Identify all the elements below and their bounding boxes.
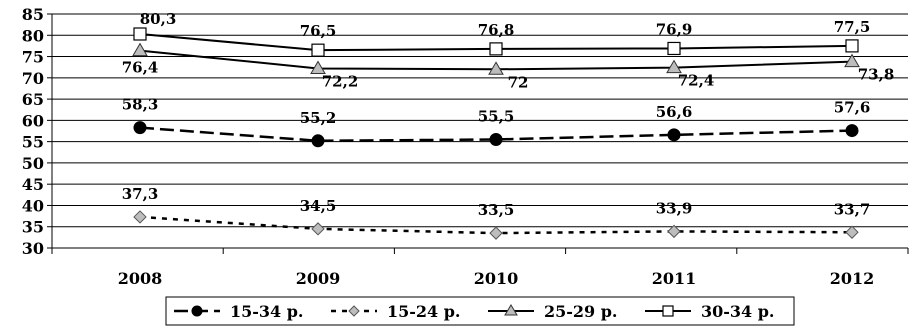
y-tick-label-55: 55: [22, 133, 44, 152]
data-label-30-34-2008: 80,3: [140, 10, 177, 28]
data-point-15-34-2008: [133, 121, 147, 135]
data-label-15-24-2009: 34,5: [300, 197, 337, 215]
y-tick-label-35: 35: [22, 218, 44, 237]
y-tick-label-65: 65: [22, 90, 44, 109]
data-labels-layer: 58,3 55,2 55,5 56,6 57,6 37,3 34,5 33,5 33,9 33,7…: [122, 10, 895, 219]
x-tick-label-2011: 2011: [652, 269, 697, 288]
data-point-25-29-2010: [488, 61, 504, 75]
x-tick-label-2010: 2010: [474, 269, 519, 288]
y-tick-label-50: 50: [22, 154, 44, 173]
data-point-30-34-2009: [311, 43, 325, 57]
data-point-15-24-2010: [489, 226, 503, 240]
y-tick-label-30: 30: [22, 239, 44, 258]
data-label-15-34-2009: 55,2: [300, 109, 337, 127]
legend: 15-34 р. 15-24 р. 25-29 р. 30-34 р.: [165, 296, 795, 326]
data-point-30-34-2012: [845, 39, 859, 53]
legend-label-25-29: 25-29 р.: [544, 302, 618, 321]
y-tick-label-40: 40: [22, 196, 44, 215]
data-point-25-29-2009: [310, 60, 326, 74]
series-line-15-34: [139, 126, 853, 143]
data-point-15-24-2012: [845, 225, 859, 239]
data-point-25-29-2011: [666, 59, 682, 74]
legend-label-15-24: 15-24 р.: [387, 302, 461, 321]
data-label-30-34-2012: 77,5: [834, 18, 871, 36]
grid-lines: [52, 13, 908, 249]
data-label-15-34-2011: 56,6: [656, 103, 693, 121]
data-label-30-34-2011: 76,9: [656, 20, 693, 38]
data-label-15-34-2012: 57,6: [834, 99, 871, 117]
data-label-25-29-2009: 72,2: [322, 72, 359, 90]
data-point-15-34-2011: [667, 128, 681, 142]
legend-marker-15-24: [348, 305, 360, 317]
data-point-15-24-2008: [133, 210, 147, 224]
data-label-15-24-2012: 33,7: [834, 200, 871, 218]
data-label-15-34-2008: 58,3: [122, 96, 159, 114]
y-axis-ticks: 30 35 40 45 50 55 60 65 70 75 80 85: [22, 5, 52, 258]
x-axis-ticks: 2008 2009 2010 2011 2012: [51, 248, 909, 288]
data-label-25-29-2010: 72: [508, 73, 529, 91]
y-tick-label-80: 80: [22, 26, 44, 45]
x-tick-label-2012: 2012: [830, 269, 875, 288]
legend-marker-30-34: [662, 305, 674, 317]
data-label-25-29-2008: 76,4: [122, 59, 159, 77]
data-label-25-29-2012: 73,8: [858, 66, 895, 84]
data-label-30-34-2010: 76,8: [478, 21, 515, 39]
data-point-15-34-2009: [311, 134, 325, 148]
data-point-15-24-2011: [667, 224, 681, 239]
data-label-30-34-2009: 76,5: [300, 22, 337, 40]
data-point-15-34-2012: [845, 124, 859, 138]
data-point-30-34-2010: [489, 42, 503, 56]
axes: [51, 14, 908, 249]
data-label-15-24-2011: 33,9: [656, 199, 693, 217]
x-tick-label-2008: 2008: [118, 269, 163, 288]
legend-label-15-34: 15-34 р.: [230, 302, 304, 321]
y-tick-label-45: 45: [22, 175, 44, 194]
data-label-15-34-2010: 55,5: [478, 108, 515, 126]
data-point-25-29-2012: [844, 53, 860, 68]
y-tick-label-75: 75: [22, 48, 44, 67]
y-tick-label-60: 60: [22, 111, 44, 130]
data-point-30-34-2011: [667, 41, 681, 56]
legend-label-30-34: 30-34 р.: [701, 302, 775, 321]
y-tick-label-85: 85: [22, 5, 44, 24]
y-tick-label-70: 70: [22, 69, 44, 88]
data-label-25-29-2011: 72,4: [678, 72, 715, 90]
data-point-30-34-2008: [133, 27, 147, 41]
data-label-15-24-2010: 33,5: [478, 201, 515, 219]
legend-marker-25-29: [504, 304, 518, 316]
data-point-15-24-2009: [311, 222, 325, 236]
data-point-15-34-2010: [489, 133, 503, 147]
legend-marker-15-34: [191, 305, 203, 317]
series-layer: [132, 27, 860, 240]
x-tick-label-2009: 2009: [296, 269, 341, 288]
data-label-15-24-2008: 37,3: [122, 185, 159, 203]
data-point-25-29-2008: [132, 42, 148, 57]
